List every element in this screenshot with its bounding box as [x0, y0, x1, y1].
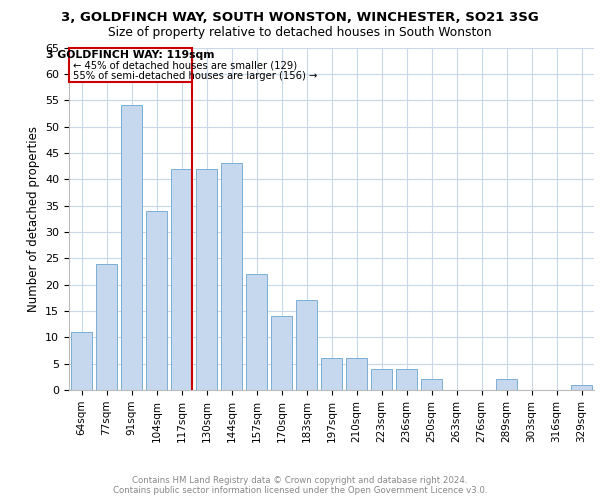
Bar [296, 300, 317, 390]
FancyBboxPatch shape [69, 48, 192, 82]
Text: Size of property relative to detached houses in South Wonston: Size of property relative to detached ho… [108, 26, 492, 39]
Y-axis label: Number of detached properties: Number of detached properties [26, 126, 40, 312]
Bar [496, 380, 517, 390]
Bar [196, 168, 217, 390]
Bar [271, 316, 292, 390]
Bar [346, 358, 367, 390]
Text: 3 GOLDFINCH WAY: 119sqm: 3 GOLDFINCH WAY: 119sqm [46, 50, 215, 59]
Text: 3, GOLDFINCH WAY, SOUTH WONSTON, WINCHESTER, SO21 3SG: 3, GOLDFINCH WAY, SOUTH WONSTON, WINCHES… [61, 11, 539, 24]
Bar [171, 168, 192, 390]
Bar [121, 106, 142, 390]
Bar [146, 211, 167, 390]
Text: 55% of semi-detached houses are larger (156) →: 55% of semi-detached houses are larger (… [73, 71, 317, 81]
Bar [371, 369, 392, 390]
Bar [246, 274, 267, 390]
Bar [421, 380, 442, 390]
Text: ← 45% of detached houses are smaller (129): ← 45% of detached houses are smaller (12… [73, 60, 297, 70]
Bar [71, 332, 92, 390]
Bar [221, 164, 242, 390]
Text: Contains HM Land Registry data © Crown copyright and database right 2024.
Contai: Contains HM Land Registry data © Crown c… [113, 476, 487, 495]
Bar [396, 369, 417, 390]
Bar [321, 358, 342, 390]
Bar [96, 264, 117, 390]
Bar [571, 384, 592, 390]
